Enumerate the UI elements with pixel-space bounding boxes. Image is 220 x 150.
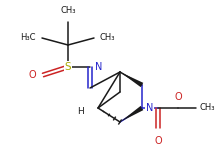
Text: CH₃: CH₃ — [60, 6, 76, 15]
Text: H: H — [77, 108, 84, 117]
Text: H₃C: H₃C — [20, 33, 36, 42]
Text: O: O — [174, 92, 182, 102]
Text: N: N — [146, 103, 153, 113]
Text: O: O — [28, 70, 36, 80]
Text: N: N — [95, 62, 102, 72]
Text: CH₃: CH₃ — [100, 33, 116, 42]
Polygon shape — [120, 72, 143, 87]
Polygon shape — [120, 106, 143, 122]
Text: S: S — [65, 62, 71, 72]
Text: CH₃: CH₃ — [200, 103, 216, 112]
Text: O: O — [154, 136, 162, 146]
